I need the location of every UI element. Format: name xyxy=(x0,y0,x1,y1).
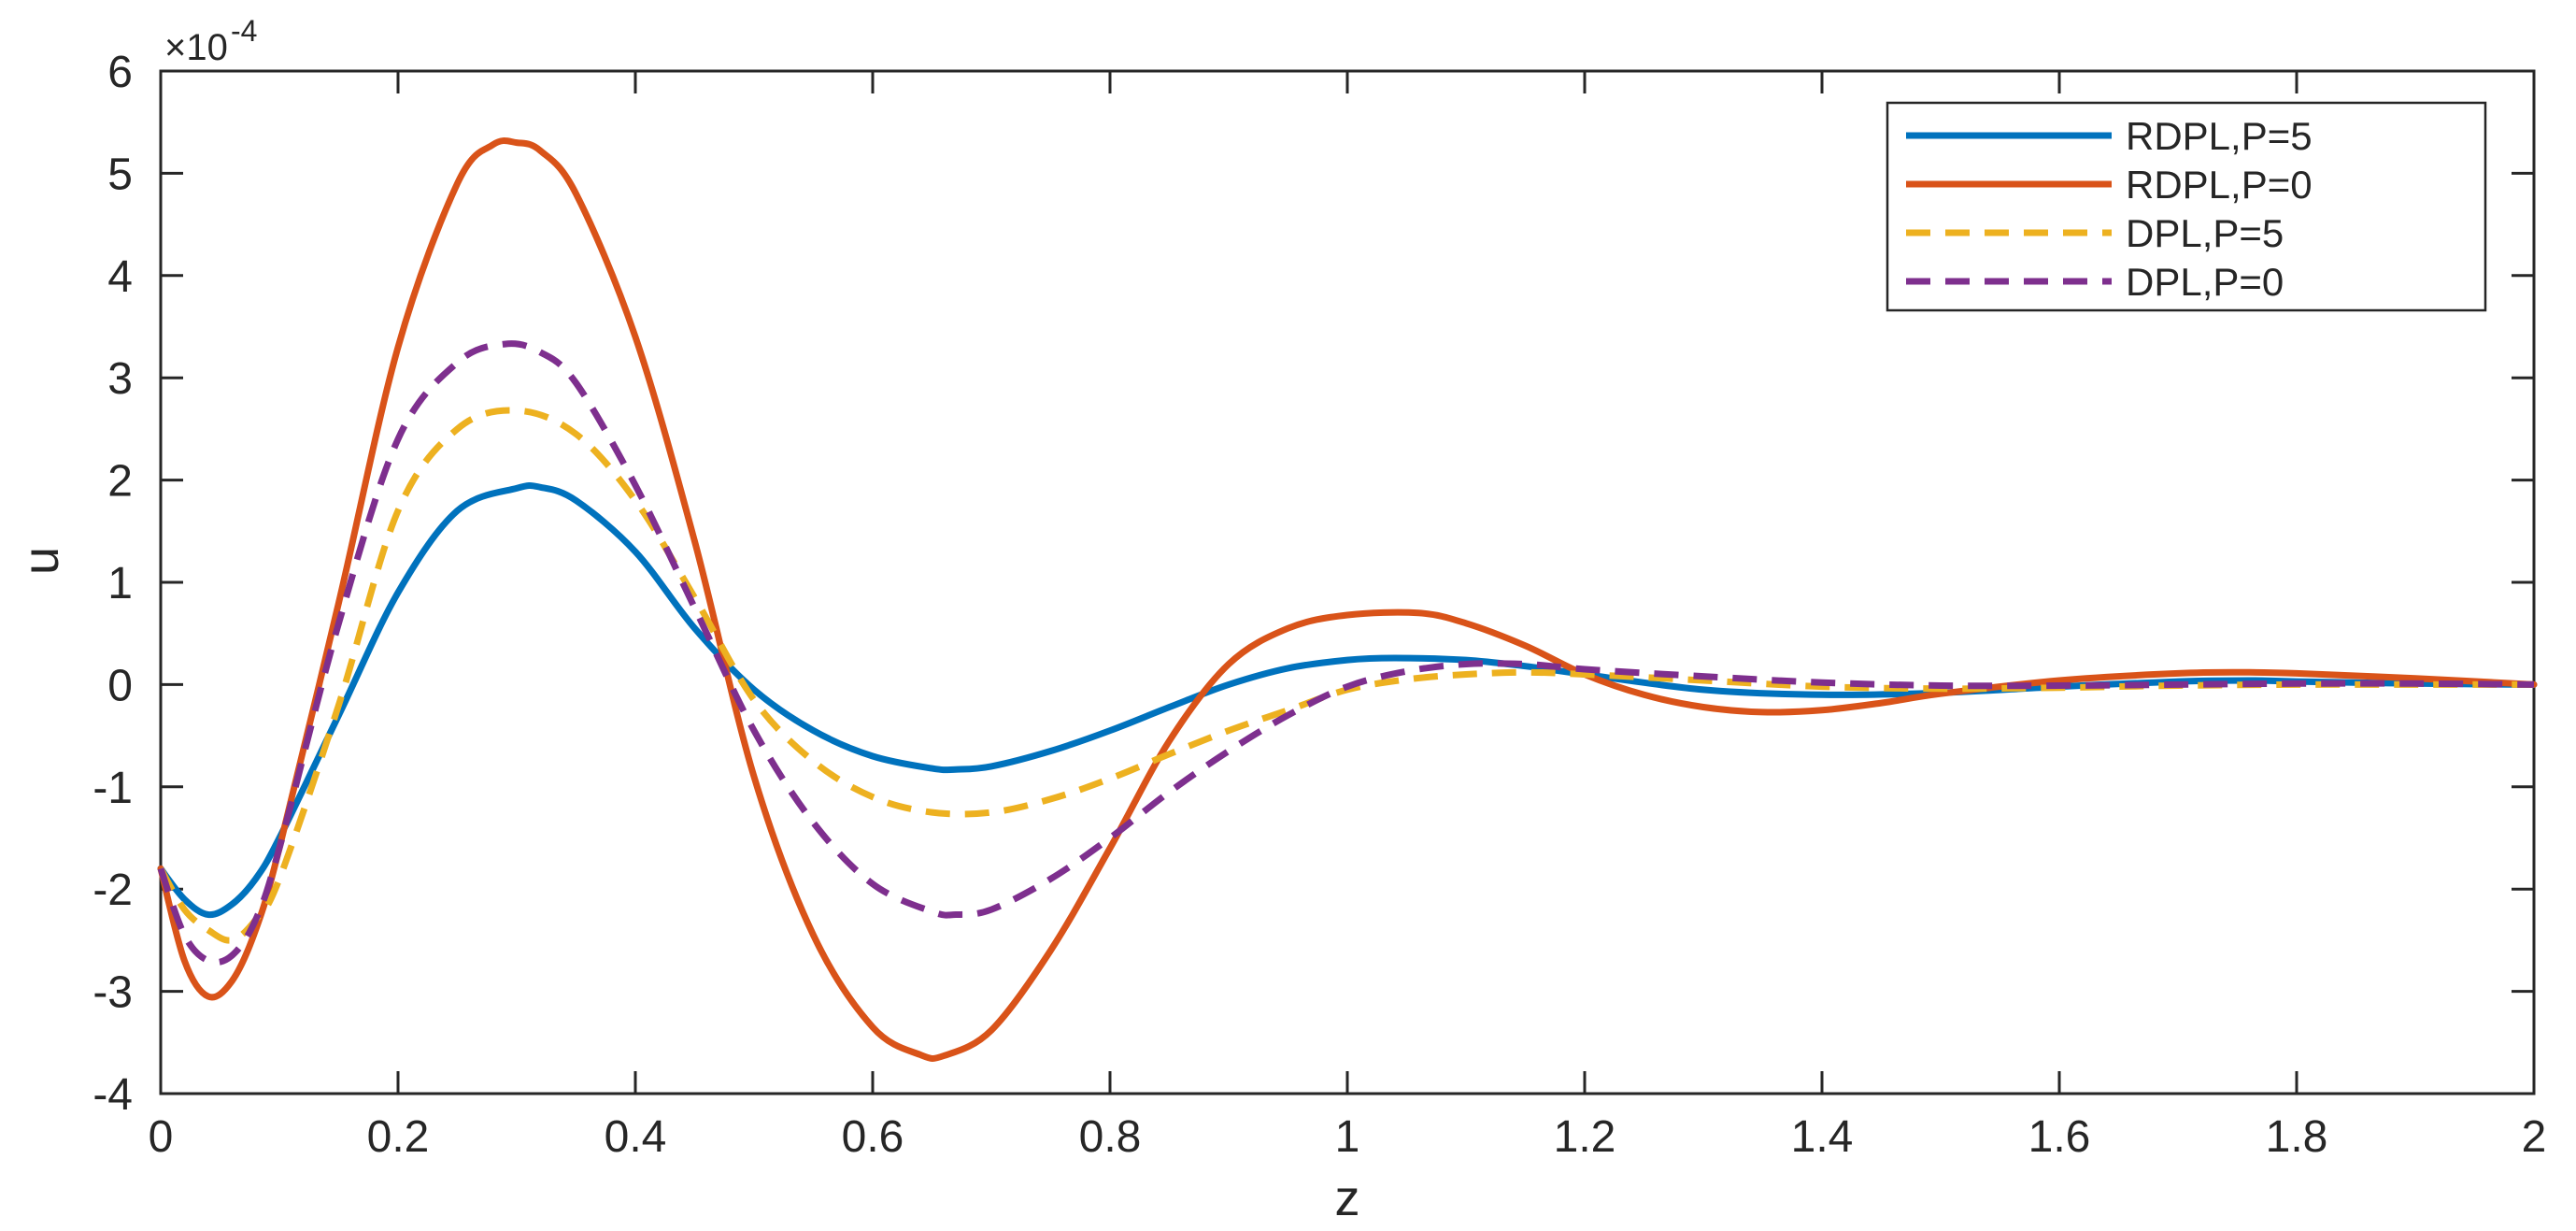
y-tick-label: 0 xyxy=(107,661,133,710)
x-tick-label: 0.2 xyxy=(367,1112,430,1162)
y-tick-label: -1 xyxy=(93,764,133,813)
x-tick-label: 1.4 xyxy=(1791,1112,1854,1162)
series-line-4 xyxy=(157,340,2535,966)
y-tick-label: -2 xyxy=(93,866,133,915)
x-tick-label: 0.6 xyxy=(842,1112,904,1162)
legend-label-2: RDPL,P=0 xyxy=(2126,163,2313,207)
series-line-2 xyxy=(157,137,2538,1063)
series-layer xyxy=(157,137,2538,1063)
y-tick-label: 2 xyxy=(107,457,133,507)
legend-label-3: DPL,P=5 xyxy=(2126,211,2284,255)
y-tick-label: -3 xyxy=(93,968,133,1018)
legend-label-4: DPL,P=0 xyxy=(2126,260,2284,304)
x-tick-label: 2 xyxy=(2522,1112,2547,1162)
x-tick-label: 0.4 xyxy=(605,1112,667,1162)
y-tick-label: -4 xyxy=(93,1070,133,1120)
y-tick-label: 5 xyxy=(107,150,133,199)
x-axis-ticks: 0 0.2 0.4 0.6 0.8 1 1.2 1.4 1.6 1.8 2 xyxy=(149,71,2547,1162)
y-scale-exponent: ×10 -4 xyxy=(164,14,257,68)
legend-label-1: RDPL,P=5 xyxy=(2126,114,2313,158)
x-tick-label: 1.2 xyxy=(1554,1112,1616,1162)
x-tick-label: 0.8 xyxy=(1079,1112,1142,1162)
y-scale-exponent-base: ×10 xyxy=(164,27,228,68)
y-tick-label: 6 xyxy=(107,48,133,97)
y-tick-label: 1 xyxy=(107,559,133,608)
x-tick-label: 1.8 xyxy=(2266,1112,2328,1162)
y-axis-label: u xyxy=(13,547,69,575)
x-axis-label: z xyxy=(1335,1170,1360,1226)
x-tick-label: 1.6 xyxy=(2028,1112,2091,1162)
x-tick-label: 1 xyxy=(1335,1112,1360,1162)
y-tick-label: 4 xyxy=(107,252,133,302)
x-tick-label: 0 xyxy=(149,1112,174,1162)
y-tick-label: 3 xyxy=(107,354,133,404)
y-scale-exponent-power: -4 xyxy=(231,14,257,48)
